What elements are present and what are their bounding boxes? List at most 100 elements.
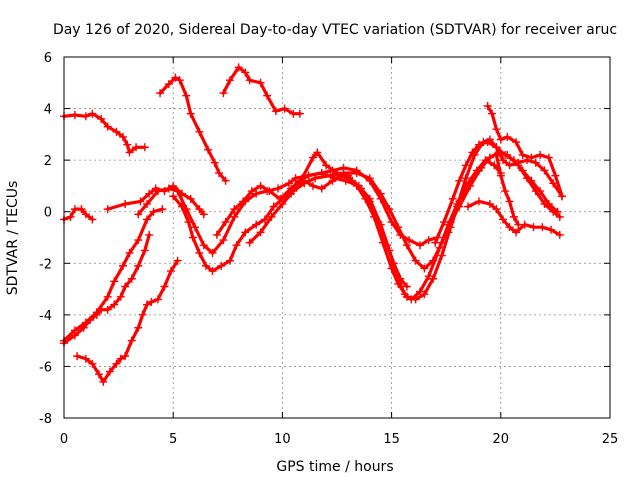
data-point (326, 171, 335, 180)
data-point (485, 153, 494, 162)
data-point (232, 241, 241, 250)
series-s6 (134, 163, 442, 257)
data-point (415, 241, 424, 250)
data-point (140, 246, 149, 255)
chart-title: Day 126 of 2020, Sidereal Day-to-day VTE… (53, 22, 617, 38)
data-point (70, 111, 79, 120)
data-point (110, 300, 119, 309)
data-point (184, 218, 193, 227)
data-point (437, 251, 446, 260)
x-tick-label: 15 (383, 432, 400, 447)
data-point (121, 199, 130, 208)
data-point (488, 109, 497, 118)
data-point (276, 194, 285, 203)
series-s16 (483, 101, 566, 201)
data-point (136, 197, 145, 206)
data-point (256, 228, 265, 237)
data-point (518, 150, 527, 159)
data-point (551, 171, 560, 180)
data-point (383, 241, 392, 250)
data-point (505, 161, 514, 170)
data-point (518, 166, 527, 175)
data-point (256, 181, 265, 190)
data-point (171, 73, 180, 82)
series-s9 (60, 205, 167, 345)
data-point (219, 236, 228, 245)
data-point (265, 187, 274, 196)
data-point (138, 310, 147, 319)
data-point (186, 109, 195, 118)
x-tick-label: 5 (169, 432, 177, 447)
data-point (420, 264, 429, 273)
data-point (103, 122, 112, 131)
series-line (75, 259, 180, 384)
data-point (274, 184, 283, 193)
data-point (164, 184, 173, 193)
data-point (291, 181, 300, 190)
data-point (173, 256, 182, 265)
data-point (81, 210, 90, 219)
data-point (186, 194, 195, 203)
data-point (241, 68, 250, 77)
data-point (239, 197, 248, 206)
data-point (337, 171, 346, 180)
data-point (134, 236, 143, 245)
data-point (221, 218, 230, 227)
series-line (494, 153, 520, 227)
series-s5 (103, 181, 208, 219)
data-point (127, 336, 136, 345)
data-point (199, 210, 208, 219)
data-point (103, 305, 112, 314)
series-line (62, 207, 164, 343)
series-s8 (73, 256, 182, 386)
data-point (394, 279, 403, 288)
data-point (308, 153, 317, 162)
data-point (140, 143, 149, 152)
data-point (479, 138, 488, 147)
series-s17 (492, 150, 523, 229)
data-point (134, 323, 143, 332)
data-point (348, 176, 357, 185)
data-point (173, 187, 182, 196)
data-point (134, 210, 143, 219)
data-point (278, 199, 287, 208)
data-point (498, 156, 507, 165)
data-point (396, 274, 405, 283)
y-tick-label: 2 (44, 154, 52, 169)
data-point (448, 194, 457, 203)
data-point (88, 359, 97, 368)
data-point (245, 76, 254, 85)
data-point (81, 112, 90, 121)
data-point (402, 292, 411, 301)
data-point (225, 256, 234, 265)
data-point (280, 104, 289, 113)
data-point (376, 189, 385, 198)
data-point (501, 150, 510, 159)
data-point (241, 228, 250, 237)
data-point (505, 197, 514, 206)
data-point (555, 212, 564, 221)
data-point (527, 176, 536, 185)
data-point (300, 176, 309, 185)
data-point (547, 225, 556, 234)
data-point (99, 377, 108, 386)
data-point (503, 132, 512, 141)
data-point (127, 274, 136, 283)
data-point (474, 197, 483, 206)
data-point (431, 238, 440, 247)
data-point (424, 236, 433, 245)
data-point (142, 215, 151, 224)
x-tick-label: 25 (602, 432, 619, 447)
data-point (123, 140, 132, 149)
data-point (496, 171, 505, 180)
data-point (492, 143, 501, 152)
data-point (105, 367, 114, 376)
axis-ticks: 0 5 10 15 20 25 -8 -6 -4 -2 0 2 4 6 (39, 51, 618, 447)
data-point (188, 233, 197, 242)
series-s15 (464, 197, 564, 239)
data-point (177, 202, 186, 211)
data-point (483, 101, 492, 110)
data-point (509, 212, 518, 221)
data-point (234, 63, 243, 72)
data-point (536, 187, 545, 196)
